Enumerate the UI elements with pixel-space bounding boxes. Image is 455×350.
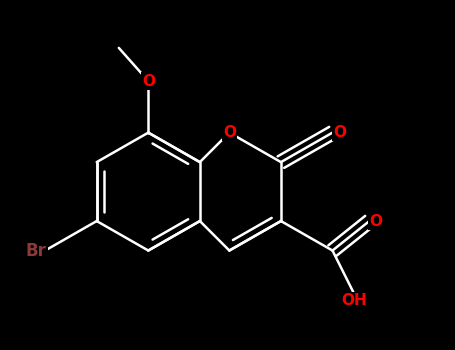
Text: O: O <box>334 125 346 140</box>
Text: O: O <box>223 125 236 140</box>
Text: OH: OH <box>342 293 368 308</box>
Text: O: O <box>369 214 383 229</box>
Text: O: O <box>142 74 155 89</box>
Text: Br: Br <box>25 241 46 260</box>
